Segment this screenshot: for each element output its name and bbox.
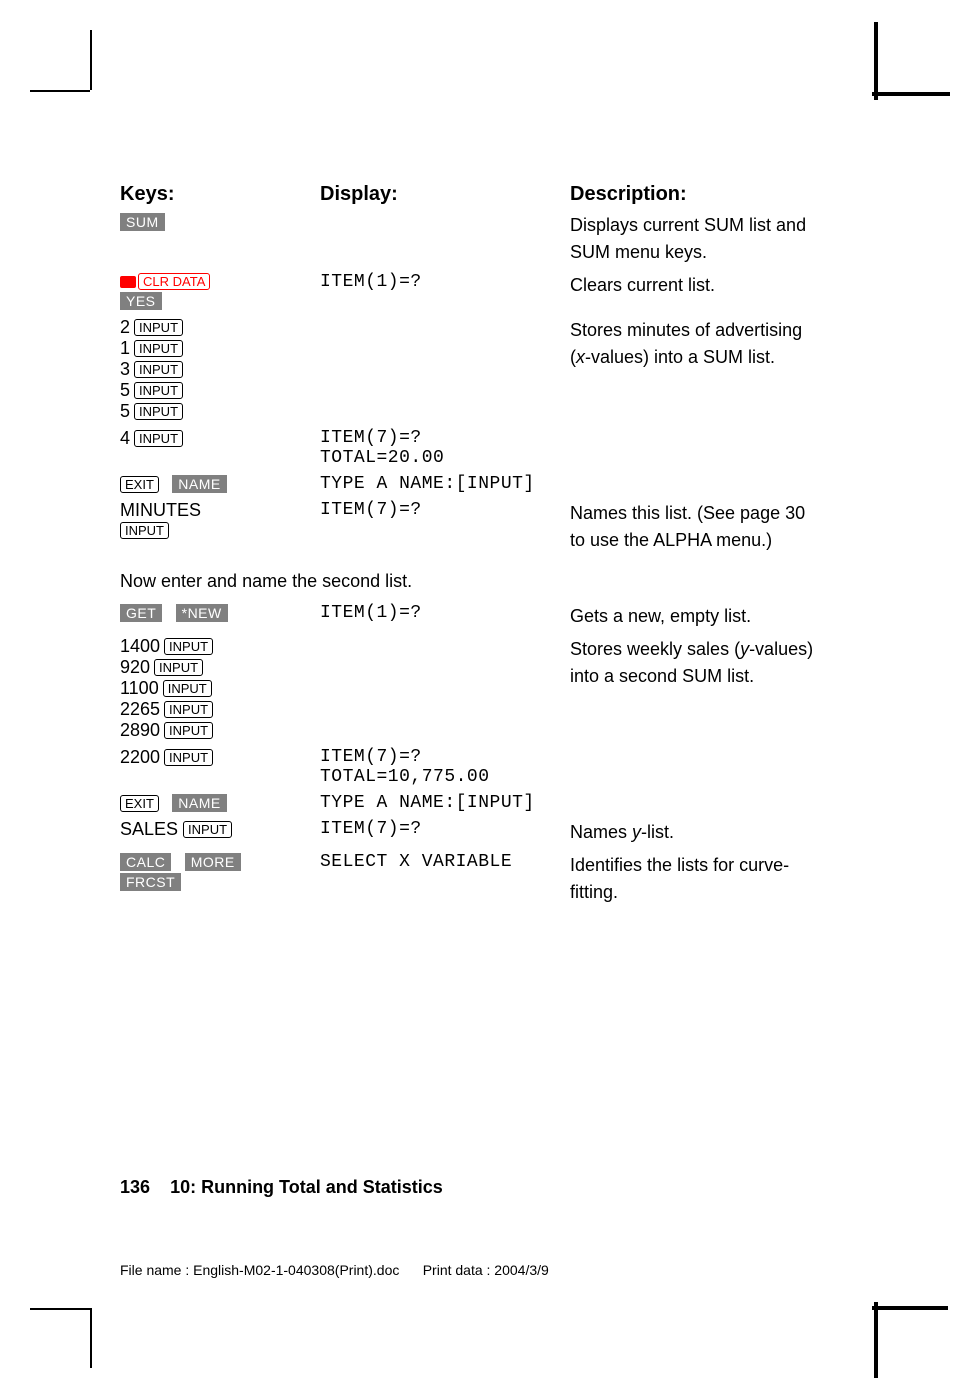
table-row: SUM Displays current SUM list and SUM men… <box>120 209 820 269</box>
numeric-entry: 2200 <box>120 747 160 767</box>
description-text: Stores minutes of advertising (x-values)… <box>570 320 802 367</box>
hard-key: EXIT <box>120 795 159 812</box>
numeric-entry: 4 <box>120 428 130 448</box>
table-row: 4INPUT ITEM(7)=?TOTAL=20.00 <box>120 425 820 471</box>
soft-key: FRCST <box>120 873 181 891</box>
numeric-entry: 1 <box>120 338 130 358</box>
display-line: TOTAL=20.00 <box>320 448 570 468</box>
description-text: Gets a new, empty list. <box>570 606 751 626</box>
chapter-title: 10: Running Total and Statistics <box>170 1177 443 1197</box>
typed-text: MINUTES <box>120 500 201 520</box>
hard-key-shifted: CLR DATA <box>138 273 210 290</box>
hard-key: INPUT <box>154 659 203 676</box>
display-line: ITEM(7)=? <box>320 747 570 767</box>
table-row: CALC MOREFRCST SELECT X VARIABLEIdentifie… <box>120 849 820 909</box>
hard-key: INPUT <box>134 361 183 378</box>
soft-key: YES <box>120 292 162 310</box>
hard-key: INPUT <box>120 522 169 539</box>
description-text: Names y-list. <box>570 822 674 842</box>
hard-key: EXIT <box>120 476 159 493</box>
soft-key: CALC <box>120 853 171 871</box>
numeric-entry: 920 <box>120 657 150 677</box>
display-line: ITEM(7)=? <box>320 500 570 520</box>
table-row: GET *NEW ITEM(1)=?Gets a new, empty list. <box>120 600 820 633</box>
hard-key: INPUT <box>134 319 183 336</box>
table-row: 2INPUT1INPUT3INPUT5INPUT5INPUTStores min… <box>120 314 820 425</box>
instruction-table: Keys: Display: Description: SUM Displays … <box>120 180 820 909</box>
soft-key: NAME <box>172 794 226 812</box>
display-line: ITEM(7)=? <box>320 428 570 448</box>
table-row: MINUTES INPUT ITEM(7)=?Names this list. (S… <box>120 497 820 557</box>
table-row: 2200INPUT ITEM(7)=?TOTAL=10,775.00 <box>120 744 820 790</box>
soft-key: MORE <box>185 853 241 871</box>
file-name: File name : English-M02-1-040308(Print).… <box>120 1262 399 1278</box>
page-footer: 136 10: Running Total and Statistics <box>120 1177 443 1198</box>
numeric-entry: 2890 <box>120 720 160 740</box>
numeric-entry: 2 <box>120 317 130 337</box>
hard-key: INPUT <box>134 430 183 447</box>
table-row: SALES INPUT ITEM(7)=?Names y-list. <box>120 816 820 849</box>
header-display: Display: <box>320 180 570 209</box>
print-data: Print data : 2004/3/9 <box>423 1262 549 1278</box>
description-text: Names this list. (See page 30 to use the… <box>570 503 805 550</box>
numeric-entry: 1400 <box>120 636 160 656</box>
soft-key: GET <box>120 604 162 622</box>
hard-key: INPUT <box>134 340 183 357</box>
table-row: EXIT NAME TYPE A NAME:[INPUT] <box>120 471 820 497</box>
typed-text: SALES <box>120 819 183 839</box>
table-row: EXIT NAME TYPE A NAME:[INPUT] <box>120 790 820 816</box>
soft-key: SUM <box>120 213 165 231</box>
table-header-row: Keys: Display: Description: <box>120 180 820 209</box>
numeric-entry: 2265 <box>120 699 160 719</box>
display-line: TYPE A NAME:[INPUT] <box>320 474 570 494</box>
numeric-entry: 5 <box>120 401 130 421</box>
mid-paragraph: Now enter and name the second list. <box>120 557 820 600</box>
display-line: ITEM(1)=? <box>320 603 570 623</box>
soft-key: *NEW <box>176 604 228 622</box>
table-row: CLR DATA YES ITEM(1)=?Clears current list. <box>120 269 820 314</box>
hard-key: INPUT <box>163 680 212 697</box>
page-number: 136 <box>120 1177 150 1197</box>
soft-key: NAME <box>172 475 226 493</box>
description-text: Identifies the lists for curve-fitting. <box>570 855 789 902</box>
header-keys: Keys: <box>120 180 320 209</box>
display-line: TYPE A NAME:[INPUT] <box>320 793 570 813</box>
numeric-entry: 1100 <box>120 678 159 698</box>
shift-key-icon <box>120 276 136 288</box>
display-line: SELECT X VARIABLE <box>320 852 570 872</box>
hard-key: INPUT <box>134 382 183 399</box>
hard-key: INPUT <box>164 701 213 718</box>
table-row: 1400INPUT920INPUT1100INPUT2265INPUT2890I… <box>120 633 820 744</box>
header-description: Description: <box>570 180 820 209</box>
numeric-entry: 5 <box>120 380 130 400</box>
numeric-entry: 3 <box>120 359 130 379</box>
hard-key: INPUT <box>164 749 213 766</box>
display-line: TOTAL=10,775.00 <box>320 767 570 787</box>
hard-key: INPUT <box>134 403 183 420</box>
file-footer: File name : English-M02-1-040308(Print).… <box>120 1262 549 1278</box>
description-text: Stores weekly sales (y-values) into a se… <box>570 639 813 686</box>
display-line: ITEM(1)=? <box>320 272 570 292</box>
hard-key: INPUT <box>164 722 213 739</box>
hard-key: INPUT <box>164 638 213 655</box>
hard-key: INPUT <box>183 821 232 838</box>
display-line: ITEM(7)=? <box>320 819 570 839</box>
description-text: Displays current SUM list and SUM menu k… <box>570 215 806 262</box>
description-text: Clears current list. <box>570 275 715 295</box>
